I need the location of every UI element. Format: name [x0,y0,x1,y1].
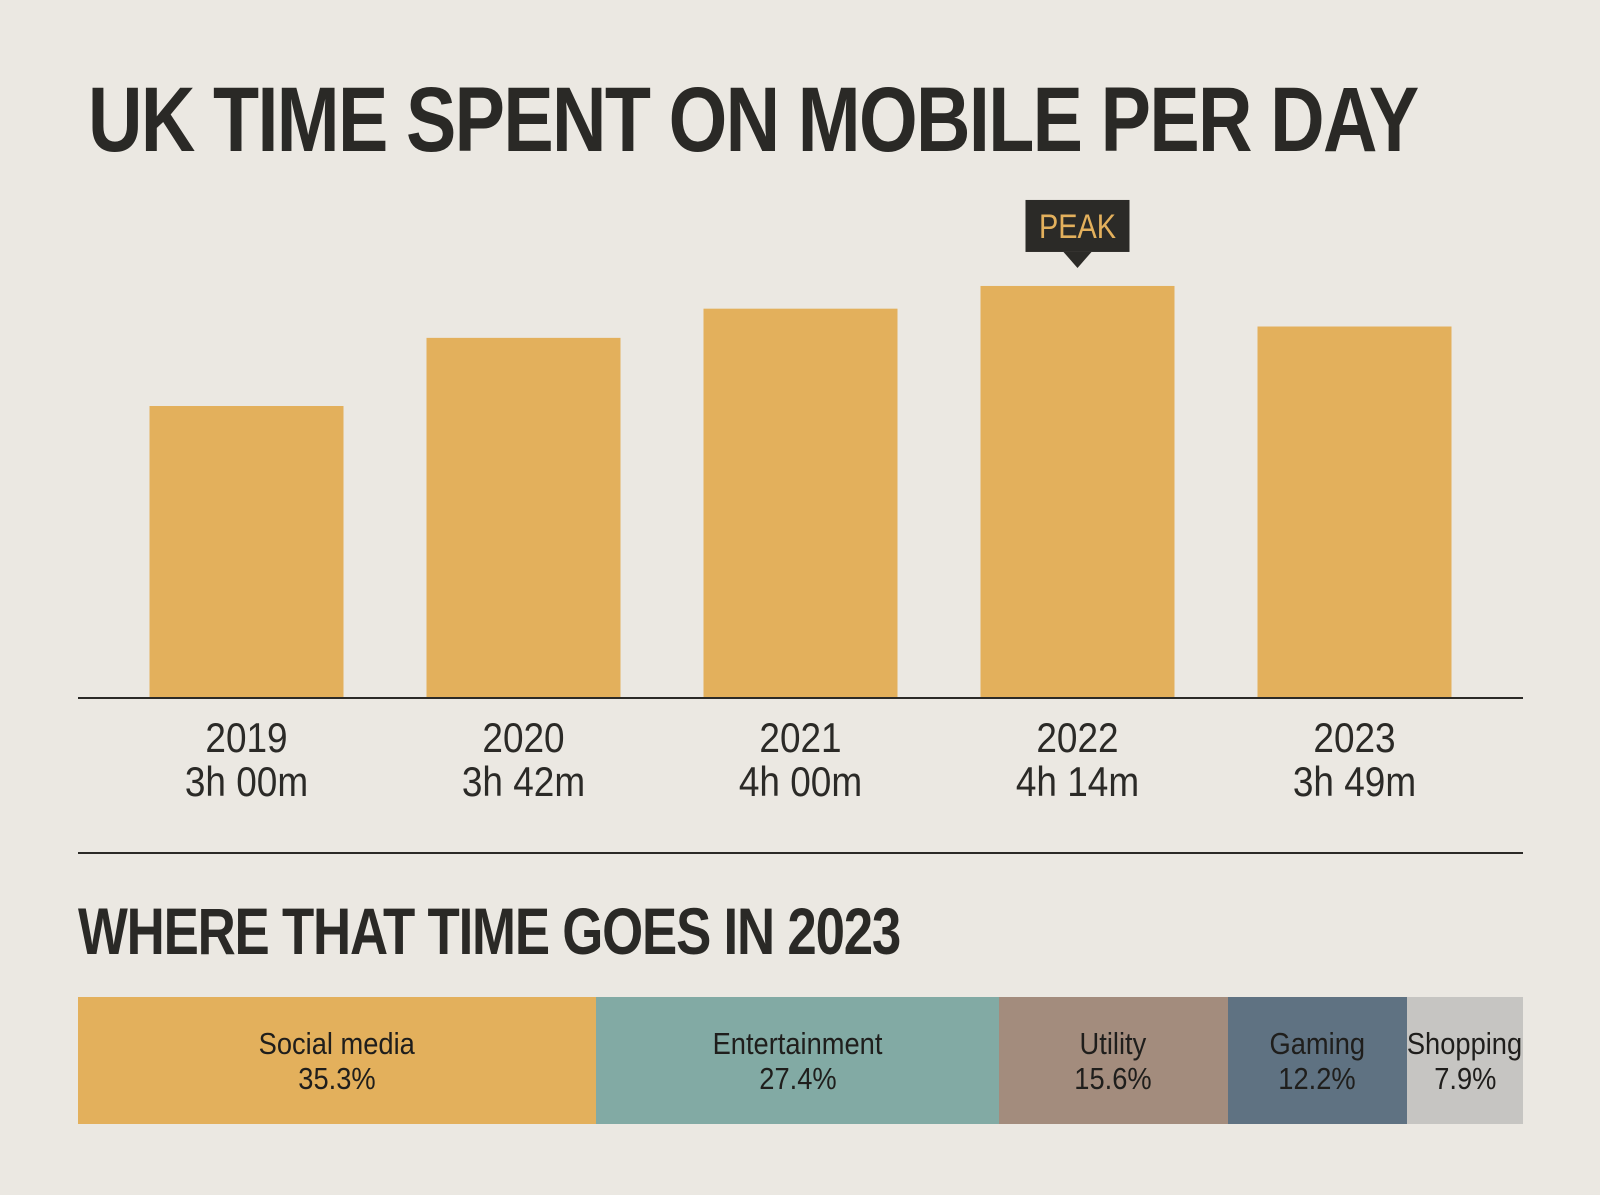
segment-name-gaming: Gaming [1269,1025,1366,1061]
usage-breakdown-bar: Social media 35.3% Entertainment 27.4% Utili… [78,997,1523,1124]
segment-social-media: Social media 35.3% [78,997,597,1124]
segment-value-gaming: 12.2% [1278,1060,1357,1096]
segment-name-utility: Utility [1079,1025,1147,1061]
year-label-2023: 2023 [1313,715,1395,762]
section-divider [78,852,1523,854]
segment-gaming: Gaming 12.2% [1227,997,1407,1124]
segment-value-social-media: 35.3% [298,1060,376,1096]
segment-name-shopping: Shopping [1407,1025,1523,1061]
segment-entertainment: Entertainment 27.4% [596,997,999,1124]
chart-title: UK TIME SPENT ON MOBILE PER DAY [88,69,1419,171]
segment-name-entertainment: Entertainment [712,1025,883,1061]
year-label-2022: 2022 [1036,715,1118,762]
segment-utility: Utility 15.6% [998,997,1228,1124]
value-label-2022: 4h 14m [1016,759,1139,806]
bar-2019 [149,406,344,698]
bar-2022 [980,285,1175,698]
peak-annotation-text: PEAK [1039,207,1116,246]
bar-2020 [426,337,621,698]
segment-value-shopping: 7.9% [1433,1060,1497,1096]
value-label-2023: 3h 49m [1293,759,1416,806]
bar-2023 [1257,326,1452,698]
peak-annotation: PEAK [1025,199,1130,268]
value-label-2021: 4h 00m [739,759,862,806]
bar-2021 [703,308,898,698]
segment-value-entertainment: 27.4% [758,1060,837,1096]
year-label-2019: 2019 [205,715,287,762]
year-label-2021: 2021 [759,715,841,762]
segment-shopping: Shopping 7.9% [1406,997,1523,1124]
breakdown-title: WHERE THAT TIME GOES IN 2023 [78,894,901,968]
segment-name-social-media: Social media [259,1025,416,1061]
year-label-2020: 2020 [482,715,564,762]
value-label-2019: 3h 00m [185,759,308,806]
value-label-2020: 3h 42m [462,759,585,806]
segment-value-utility: 15.6% [1074,1060,1152,1096]
